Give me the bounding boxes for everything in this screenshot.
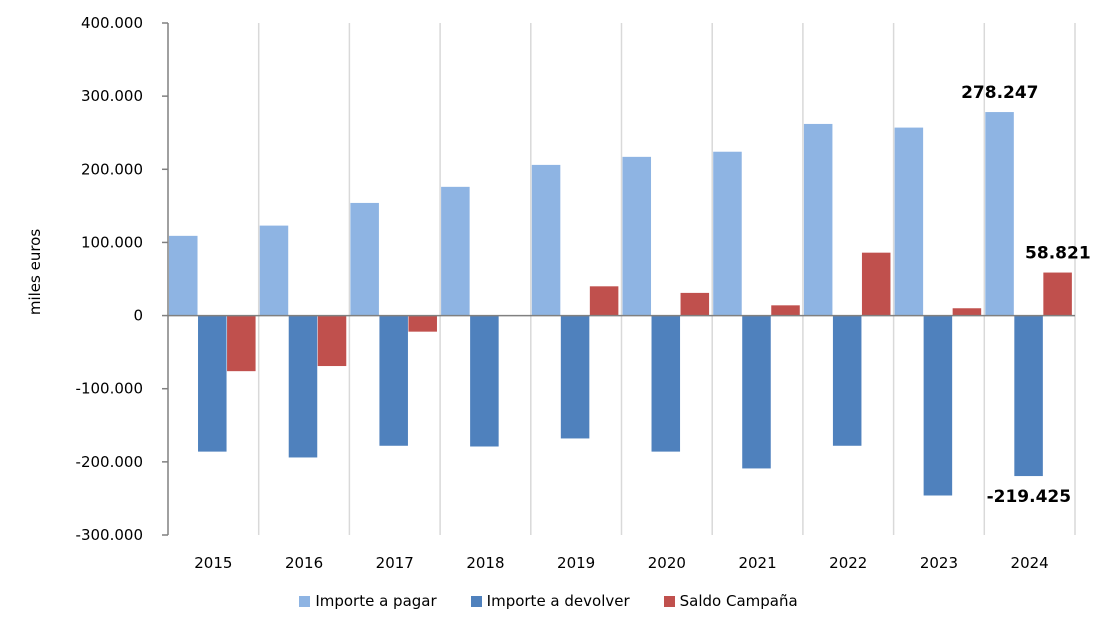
data-label: 278.247 — [961, 83, 1038, 103]
bar-importe-a-pagar-2018 — [441, 186, 470, 316]
bar-importe-a-devolver-2022 — [832, 315, 862, 446]
y-tick-label: -100.000 — [76, 380, 143, 398]
legend-label: Saldo Campaña — [679, 592, 798, 610]
bar-importe-a-pagar-2020 — [622, 156, 652, 316]
y-tick-label: -200.000 — [76, 453, 143, 471]
bar-saldo-campa-a-2016 — [317, 315, 347, 367]
legend-swatch-icon — [299, 595, 311, 607]
bar-saldo-campa-a-2023 — [952, 308, 982, 316]
x-tick-label: 2024 — [1011, 554, 1049, 572]
x-tick-label: 2016 — [285, 554, 323, 572]
bar-importe-a-devolver-2024 — [1014, 315, 1043, 477]
legend-label: Importe a pagar — [315, 592, 437, 610]
y-tick-label: 0 — [133, 307, 143, 325]
y-tick-label: -300.000 — [76, 526, 143, 544]
bar-importe-a-devolver-2018 — [470, 315, 499, 447]
x-tick-labels: 2015 2016 2017 2018 2019 2020 2021 2022 2023 2024 — [194, 554, 1048, 572]
axes — [162, 22, 1075, 536]
legend: Importe a pagar Importe a devolver Saldo C… — [0, 592, 1097, 610]
bar-importe-a-pagar-2016 — [259, 225, 289, 316]
bar-importe-a-devolver-2015 — [198, 315, 227, 452]
x-tick-label: 2019 — [557, 554, 595, 572]
legend-item: Importe a devolver — [470, 592, 630, 610]
bars — [169, 112, 1072, 496]
x-tick-label: 2017 — [376, 554, 414, 572]
bar-importe-a-devolver-2021 — [742, 315, 771, 469]
bar-saldo-campa-a-2024 — [1043, 272, 1072, 316]
data-label: 58.821 — [1025, 244, 1091, 264]
bar-saldo-campa-a-2021 — [771, 305, 800, 316]
x-tick-label: 2018 — [466, 554, 504, 572]
legend-swatch-icon — [470, 595, 482, 607]
bar-importe-a-pagar-2022 — [803, 123, 833, 316]
bar-saldo-campa-a-2022 — [861, 252, 891, 316]
bar-saldo-campa-a-2015 — [227, 315, 256, 372]
x-tick-label: 2023 — [920, 554, 958, 572]
y-tick-label: 400.000 — [81, 14, 143, 32]
legend-item: Saldo Campaña — [663, 592, 798, 610]
legend-label: Importe a devolver — [486, 592, 630, 610]
bar-saldo-campa-a-2019 — [589, 286, 619, 316]
y-tick-labels: 400.000 300.000 200.000 100.000 0 -100.000 -20… — [76, 14, 143, 544]
bar-saldo-campa-a-2020 — [680, 292, 710, 316]
data-labels: 278.247 -219.425 58.821 — [961, 83, 1091, 507]
bar-importe-a-pagar-2021 — [713, 151, 742, 316]
legend-item: Importe a pagar — [299, 592, 437, 610]
x-tick-label: 2015 — [194, 554, 232, 572]
bar-importe-a-devolver-2017 — [379, 315, 408, 446]
bar-importe-a-pagar-2017 — [350, 202, 379, 316]
bar-importe-a-pagar-2015 — [169, 235, 198, 316]
gridlines — [257, 23, 1076, 535]
bar-importe-a-devolver-2020 — [651, 315, 681, 452]
bar-importe-a-pagar-2024 — [985, 112, 1014, 316]
data-label: -219.425 — [987, 487, 1072, 507]
x-tick-label: 2020 — [648, 554, 686, 572]
x-tick-label: 2022 — [829, 554, 867, 572]
bar-importe-a-pagar-2019 — [531, 164, 561, 316]
y-tick-label: 300.000 — [81, 87, 143, 105]
bar-importe-a-devolver-2016 — [288, 315, 318, 458]
bar-importe-a-devolver-2023 — [923, 315, 953, 496]
legend-swatch-icon — [663, 595, 675, 607]
y-axis-label: miles euros — [26, 229, 44, 316]
bar-saldo-campa-a-2017 — [408, 315, 437, 332]
x-tick-label: 2021 — [738, 554, 776, 572]
y-tick-label: 100.000 — [81, 233, 143, 251]
bar-importe-a-pagar-2023 — [894, 127, 924, 316]
bar-importe-a-devolver-2019 — [560, 315, 590, 439]
y-tick-label: 200.000 — [81, 160, 143, 178]
